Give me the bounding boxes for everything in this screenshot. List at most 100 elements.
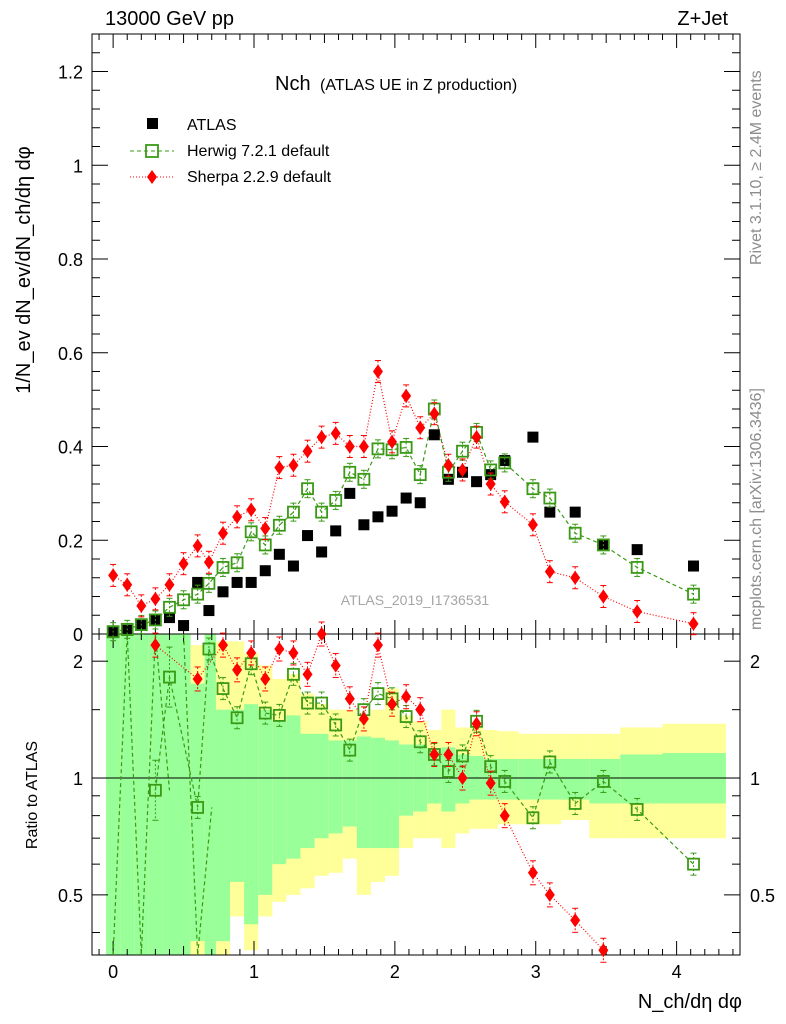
chart-title: Nch (ATLAS UE in Z production)	[275, 73, 517, 95]
data-point-14	[302, 530, 314, 542]
band-inner-32	[589, 758, 621, 804]
series-layer	[106, 360, 700, 963]
herwig-point-16	[329, 494, 343, 507]
band-inner-21	[399, 744, 414, 816]
data-point-4	[163, 612, 175, 624]
y-tick-label-0.6: 0.6	[58, 344, 83, 364]
x-tick-label-3: 3	[531, 962, 541, 982]
sherpa-point-33	[632, 604, 643, 619]
legend-atlas-marker	[147, 118, 158, 129]
sherpa-point-29	[527, 517, 538, 532]
herwig-ratio-point-20	[441, 765, 455, 778]
sherpa-ratio-point-0	[150, 638, 161, 653]
herwig-point-5	[177, 593, 190, 607]
chart-title-main: Nch	[275, 73, 311, 95]
band-inner-13	[286, 715, 301, 859]
sherpa-ratio-point-12	[358, 711, 369, 726]
band-inner-4	[162, 634, 177, 955]
herwig-point-9	[230, 556, 244, 570]
energy-label: 13000 GeV pp	[105, 8, 234, 30]
herwig-point-6	[191, 587, 205, 601]
sherpa-ratio-point-11	[344, 691, 355, 706]
data-point-8	[217, 586, 229, 598]
sherpa-point-12	[274, 460, 285, 475]
herwig-point-25	[456, 444, 469, 458]
herwig-point-8	[216, 561, 230, 574]
y-tick-label-0.2: 0.2	[58, 531, 83, 551]
herwig-point-15	[315, 505, 329, 519]
herwig-point-10	[244, 525, 258, 539]
sherpa-point-8	[218, 526, 229, 541]
x-tick-label-4: 4	[672, 962, 682, 982]
sherpa-point-15	[316, 430, 327, 445]
band-inner-0	[106, 634, 121, 955]
herwig-ratio-point-4	[216, 682, 230, 695]
axes: 0 1 2 3 4 0 0.2 0.4 0.6 0.8 1 1.2 0.5 0.5 1 1 2 2	[58, 33, 775, 982]
band-inner-16	[328, 740, 343, 834]
y-tick-label-0: 0	[73, 625, 83, 645]
herwig-point-31	[568, 526, 582, 540]
sherpa-point-13	[288, 458, 299, 473]
herwig-ratio-point-2	[191, 801, 205, 814]
data-point-22	[414, 497, 426, 509]
herwig-point-18	[357, 472, 371, 486]
sherpa-point-31	[570, 570, 581, 585]
data-point-26	[471, 476, 483, 488]
sherpa-ratio-point-21	[485, 776, 496, 791]
x-tick-label-1: 1	[249, 962, 259, 982]
herwig-point-29	[526, 482, 540, 496]
legend-atlas-label: ATLAS	[187, 117, 237, 134]
sherpa-point-11	[260, 521, 271, 536]
ratio-tick-label-right-1: 1	[750, 769, 760, 789]
data-point-29	[527, 431, 539, 443]
sherpa-ratio-point-18	[443, 747, 454, 762]
data-point-12	[273, 548, 285, 560]
sherpa-ratio-point-10	[330, 658, 341, 673]
sherpa-ratio-point-6	[274, 641, 285, 656]
legend-sherpa-marker	[147, 170, 157, 184]
herwig-ratio-point-18	[413, 735, 427, 749]
rivet-label: Rivet 3.1.10, ≥ 2.4M events	[748, 70, 765, 265]
data-point-16	[330, 525, 342, 537]
sherpa-point-34	[688, 616, 699, 631]
herwig-ratio-point-30	[687, 857, 700, 871]
herwig-point-22	[413, 468, 427, 482]
band-inner-8	[215, 709, 231, 942]
herwig-ratio-offscale-1	[126, 633, 142, 956]
sherpa-point-9	[232, 509, 243, 524]
herwig-ratio-offscale-2	[140, 633, 156, 956]
band-inner-10	[244, 704, 259, 925]
herwig-point-21	[399, 441, 413, 454]
sherpa-ratio-point-25	[570, 913, 581, 928]
band-inner-20	[385, 740, 400, 849]
data-point-9	[231, 576, 243, 588]
data-point-28	[499, 455, 511, 467]
sherpa-point-1	[122, 577, 133, 592]
data-point-7	[203, 605, 215, 617]
data-point-17	[344, 487, 356, 499]
sherpa-ratio-point-2	[218, 638, 229, 653]
herwig-point-33	[630, 561, 644, 574]
ratio-tick-label-right-2: 2	[750, 652, 760, 672]
herwig-point-2	[134, 618, 148, 632]
band-inner-17	[342, 740, 357, 827]
band-inner-30	[541, 758, 562, 800]
ratio-frame	[91, 633, 741, 956]
sherpa-point-26	[471, 430, 482, 445]
herwig-point-7	[202, 576, 216, 590]
herwig-ratio-offscale-0	[112, 633, 128, 956]
ratio-tick-label-left-1: 1	[73, 769, 83, 789]
sherpa-point-7	[203, 555, 214, 570]
herwig-point-3	[148, 613, 162, 627]
herwig-ratio-point-11	[315, 696, 329, 710]
y-tick-label-0.8: 0.8	[58, 250, 83, 270]
sherpa-ratio-point-8	[302, 667, 313, 682]
sherpa-ratio-point-15	[401, 689, 412, 704]
band-inner-24	[441, 747, 456, 812]
data-point-31	[569, 506, 581, 518]
band-inner-1	[120, 634, 135, 955]
data-point-11	[259, 565, 271, 577]
sherpa-point-6	[192, 538, 203, 553]
data-point-15	[316, 546, 328, 558]
herwig-ratio-point-1	[163, 670, 176, 684]
